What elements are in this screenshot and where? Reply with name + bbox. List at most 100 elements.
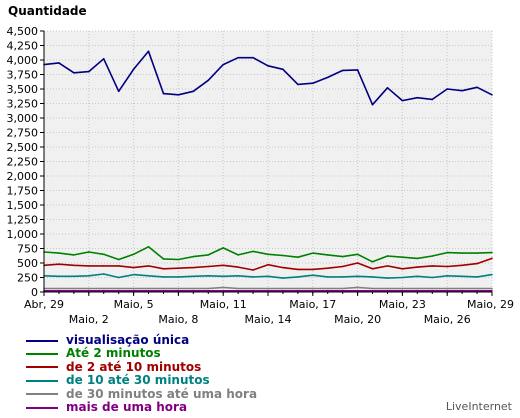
data-point [117,90,120,93]
data-point [401,268,404,270]
data-point [416,290,419,292]
data-point [401,256,404,259]
data-point [162,276,165,278]
data-point [476,290,478,292]
legend-item: visualisação única [26,333,257,347]
data-point [416,96,419,99]
y-tick-label: 2,250 [7,156,39,169]
x-tick-label: Maio, 8 [158,313,198,326]
data-point [371,287,374,290]
data-point [222,247,224,249]
data-point [252,276,254,278]
data-point [476,252,478,254]
data-point [401,287,404,290]
legend-item: de 2 até 10 minutos [26,359,257,374]
data-point [401,276,404,279]
data-point [312,82,314,84]
data-point [132,68,135,71]
legend-label: de 2 até 10 minutos [66,359,202,374]
data-point [102,265,105,267]
data-point [341,255,344,258]
data-point [386,290,389,292]
x-tick-label: Maio, 29 [467,298,514,311]
data-point [356,275,359,278]
data-point [252,287,254,290]
data-point [282,68,284,71]
x-tick-label: Abr, 29 [24,298,64,311]
data-point [222,290,224,292]
data-point [88,287,90,290]
data-point [207,274,210,277]
data-point [162,92,165,95]
data-point [416,266,419,268]
data-point [431,276,434,279]
data-point [252,269,254,271]
data-point [356,253,359,256]
data-point [461,287,463,290]
data-point [491,290,493,292]
data-point [461,252,463,254]
data-point [207,265,210,268]
data-point [371,268,374,270]
data-point [132,266,135,269]
data-point [326,290,329,292]
data-point [117,265,120,267]
data-point [177,267,180,270]
data-point [267,275,269,278]
data-point [312,252,314,254]
x-tick-label: Maio, 2 [69,313,109,326]
data-point [491,251,493,254]
data-point [416,257,419,260]
data-point [73,254,75,256]
data-point [491,94,493,96]
y-tick-label: 1,500 [7,199,39,212]
data-point [312,290,314,292]
data-point [297,276,299,278]
y-axis-title: Quantidade [8,4,87,18]
y-tick-label: 500 [17,257,38,270]
data-point [177,94,180,96]
data-point [446,265,449,268]
data-point [88,70,90,73]
x-tick-label: Maio, 23 [379,298,426,311]
data-point [58,62,60,64]
y-tick-label: 1,750 [7,185,39,198]
data-point [147,245,150,248]
data-point [147,265,150,267]
data-point [356,69,359,71]
data-point [431,98,434,101]
legend-swatch [26,406,58,409]
data-point [386,265,389,267]
x-tick-label: Maio, 26 [424,313,471,326]
legend-item: de 30 minutos até uma hora [26,387,257,401]
data-point [162,268,165,270]
y-tick-label: 3,250 [7,98,39,111]
data-point [431,255,434,257]
data-point [461,264,463,267]
data-point [431,287,434,290]
data-point [192,290,195,292]
data-point [58,252,60,254]
data-point [132,290,135,292]
data-point [491,287,493,290]
data-point [117,290,120,292]
data-point [312,274,314,276]
data-point [102,287,105,290]
data-point [386,277,389,279]
y-tick-label: 3,000 [7,112,39,125]
data-point [192,266,195,269]
legend: visualisação única Até 2 minutos de 2 at… [26,333,257,414]
data-point [222,275,224,278]
data-point [446,290,449,292]
legend-label: mais de uma hora [66,399,188,414]
legend-swatch [26,393,58,396]
data-point [297,256,299,259]
data-point [267,290,269,292]
data-point [207,287,210,290]
data-point [58,290,60,292]
data-point [297,290,299,292]
y-tick-label: 4,500 [7,25,39,38]
data-point [386,255,389,257]
data-point [356,290,359,292]
